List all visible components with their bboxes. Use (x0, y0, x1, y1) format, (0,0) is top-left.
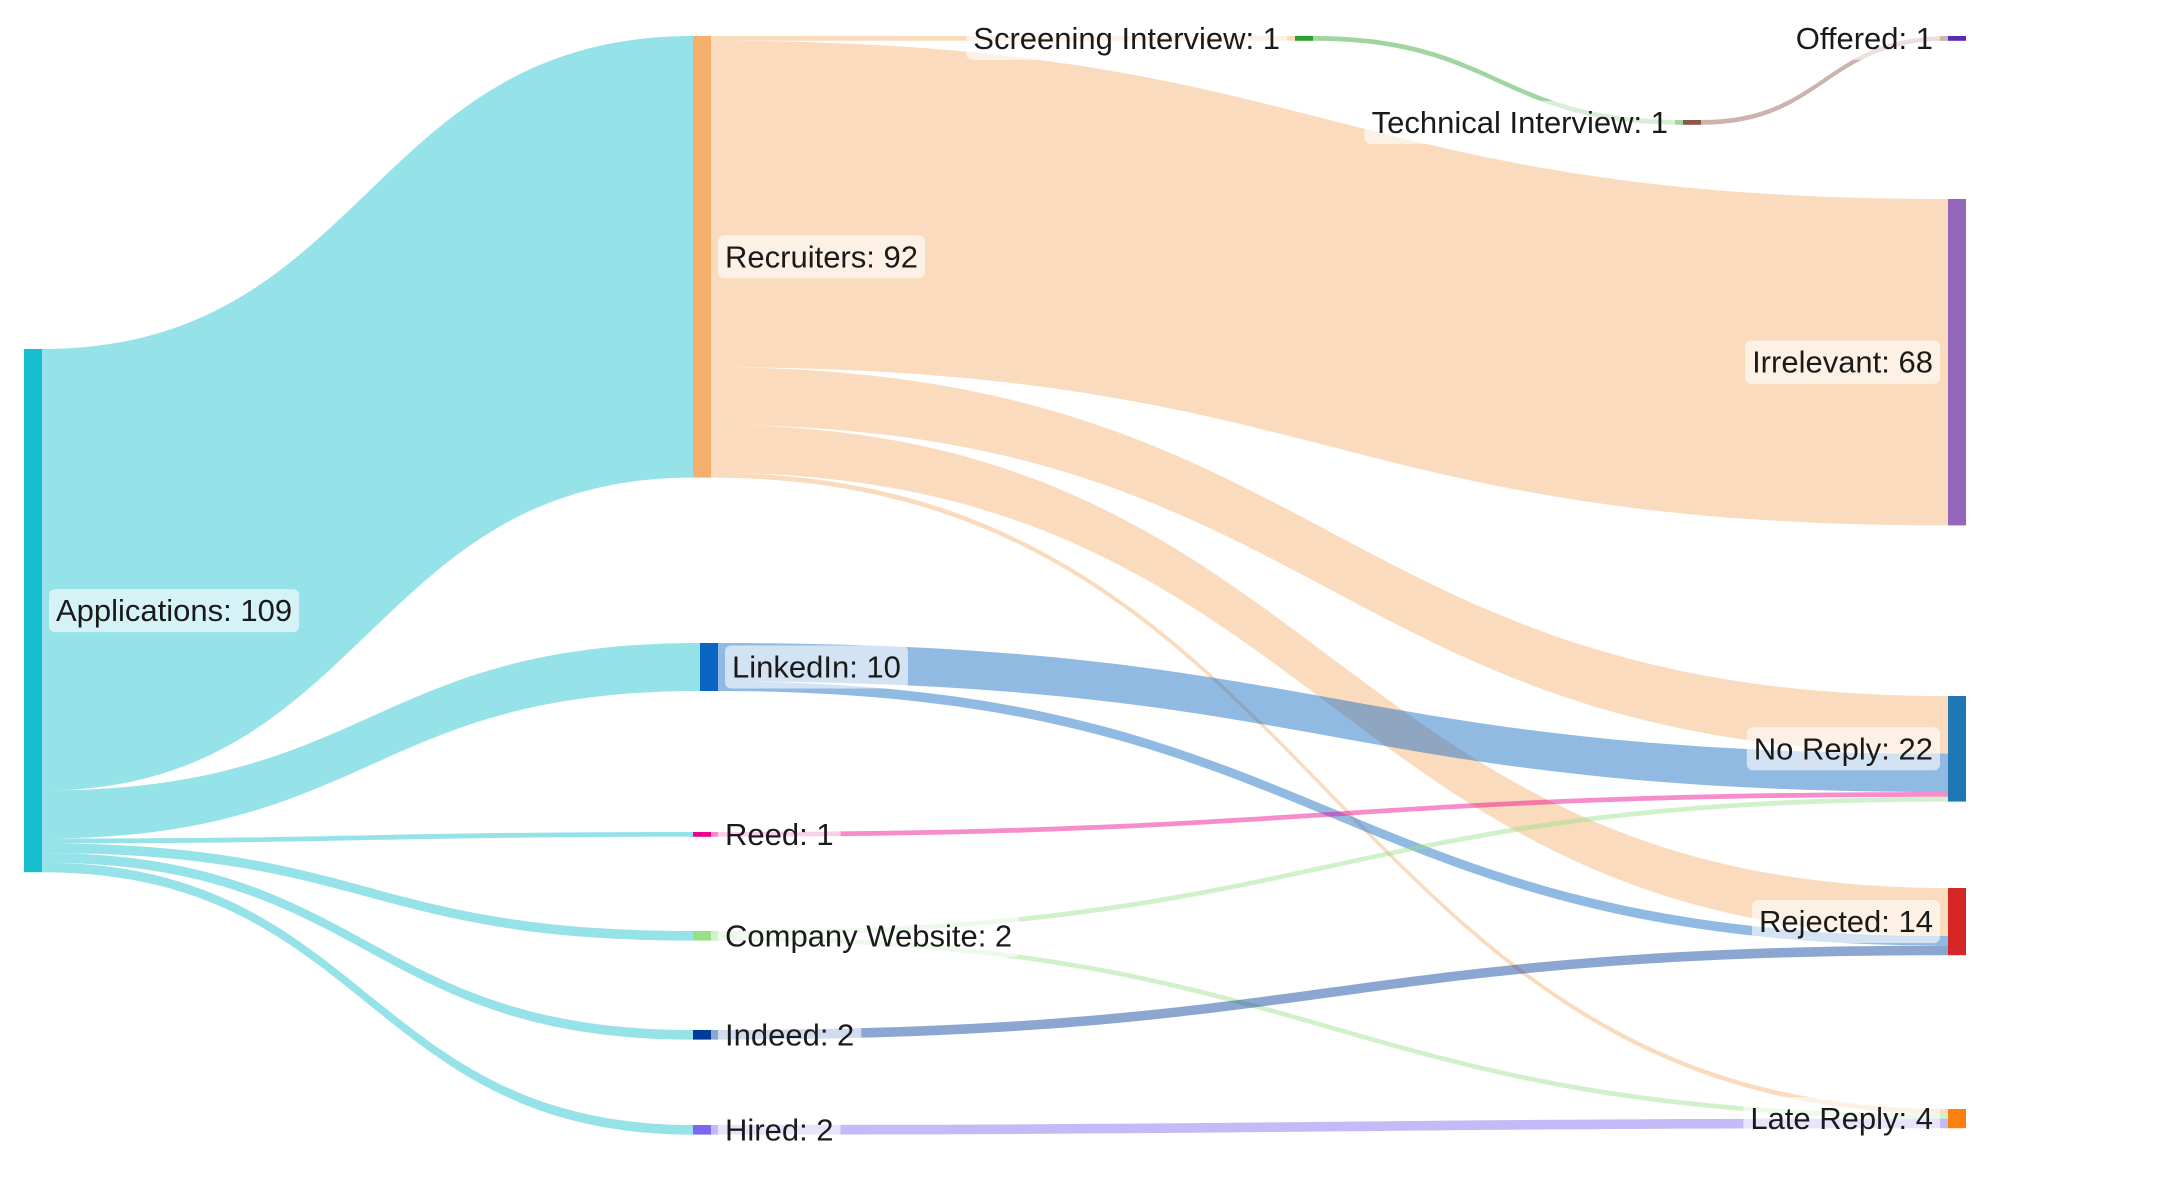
label-background (966, 16, 1287, 60)
node-label-text: Screening Interview: 1 (973, 21, 1280, 56)
label-background (718, 235, 925, 279)
link-applications-to-reed (42, 832, 693, 844)
node-label-text: Irrelevant: 68 (1752, 345, 1933, 380)
node-screening (1295, 36, 1313, 41)
node-label-late_reply: Late Reply: 4 (1743, 1097, 1940, 1141)
node-label-indeed: Indeed: 2 (718, 1013, 862, 1057)
node-label-linkedin: LinkedIn: 10 (725, 645, 908, 689)
node-technical (1683, 120, 1701, 125)
link-hired-to-late_reply (711, 1118, 1948, 1135)
node-label-screening: Screening Interview: 1 (966, 16, 1287, 60)
link-applications-to-linkedin (42, 643, 700, 839)
node-label-hired: Hired: 2 (718, 1108, 841, 1152)
node-label-applications: Applications: 109 (49, 589, 300, 633)
node-late_reply (1948, 1109, 1966, 1129)
label-background (718, 1013, 862, 1057)
node-label-recruiters: Recruiters: 92 (718, 235, 925, 279)
link-linkedin-to-rejected (718, 681, 1948, 946)
node-label-text: Rejected: 14 (1759, 904, 1933, 939)
label-background (718, 914, 1020, 958)
label-background (1746, 727, 1940, 771)
label-background (1788, 16, 1940, 60)
sankey-labels: Applications: 109 Recruiters: 92 LinkedIn:… (49, 16, 1940, 1152)
label-background (718, 1108, 841, 1152)
node-label-text: Technical Interview: 1 (1372, 105, 1668, 140)
link-technical-to-offered (1701, 36, 1948, 125)
link-recruiters-to-irrelevant (711, 40, 1948, 526)
node-label-text: Company Website: 2 (725, 918, 1012, 953)
link-recruiters-to-rejected (711, 424, 1948, 936)
sankey-links (42, 36, 1948, 1135)
link-reed-to-no_reply (711, 792, 1948, 837)
label-background (1364, 100, 1675, 144)
link-applications-to-hired (42, 862, 693, 1135)
node-label-offered: Offered: 1 (1788, 16, 1940, 60)
node-label-text: Offered: 1 (1796, 21, 1933, 56)
node-label-text: No Reply: 22 (1754, 731, 1933, 766)
node-label-text: Reed: 1 (725, 817, 834, 852)
node-label-text: LinkedIn: 10 (732, 650, 901, 685)
label-background (1743, 1097, 1940, 1141)
link-applications-to-indeed (42, 853, 693, 1040)
node-no_reply (1948, 696, 1966, 802)
node-company_website (693, 931, 711, 941)
label-background (1745, 340, 1940, 384)
node-label-text: Applications: 109 (56, 593, 292, 628)
link-recruiters-to-late_reply (711, 472, 1948, 1114)
node-irrelevant (1948, 199, 1966, 526)
node-offered (1948, 36, 1966, 41)
node-label-rejected: Rejected: 14 (1751, 900, 1940, 944)
node-label-text: Late Reply: 4 (1750, 1101, 1933, 1136)
node-indeed (693, 1030, 711, 1040)
node-hired (693, 1125, 711, 1135)
link-recruiters-to-no_reply (711, 367, 1948, 754)
link-indeed-to-rejected (711, 945, 1948, 1040)
node-linkedin (700, 643, 718, 691)
label-background (725, 645, 908, 689)
node-label-text: Hired: 2 (725, 1112, 834, 1147)
node-rejected (1948, 888, 1966, 956)
node-reed (693, 832, 711, 837)
label-background (1751, 900, 1940, 944)
node-label-reed: Reed: 1 (718, 812, 841, 856)
label-background (49, 589, 300, 633)
link-company_website-to-late_reply (711, 935, 1948, 1119)
link-screening-to-technical (1313, 36, 1683, 125)
node-label-no_reply: No Reply: 22 (1746, 727, 1940, 771)
node-label-irrelevant: Irrelevant: 68 (1745, 340, 1940, 384)
node-label-company_website: Company Website: 2 (718, 914, 1020, 958)
node-recruiters (693, 36, 711, 478)
link-company_website-to-no_reply (711, 796, 1948, 936)
node-label-technical: Technical Interview: 1 (1364, 100, 1675, 144)
link-linkedin-to-no_reply (718, 643, 1948, 792)
node-label-text: Recruiters: 92 (725, 239, 918, 274)
link-applications-to-company_website (42, 843, 693, 941)
label-background (718, 812, 841, 856)
node-label-text: Indeed: 2 (725, 1017, 854, 1052)
node-applications (24, 349, 42, 873)
sankey-nodes (24, 36, 1966, 1135)
